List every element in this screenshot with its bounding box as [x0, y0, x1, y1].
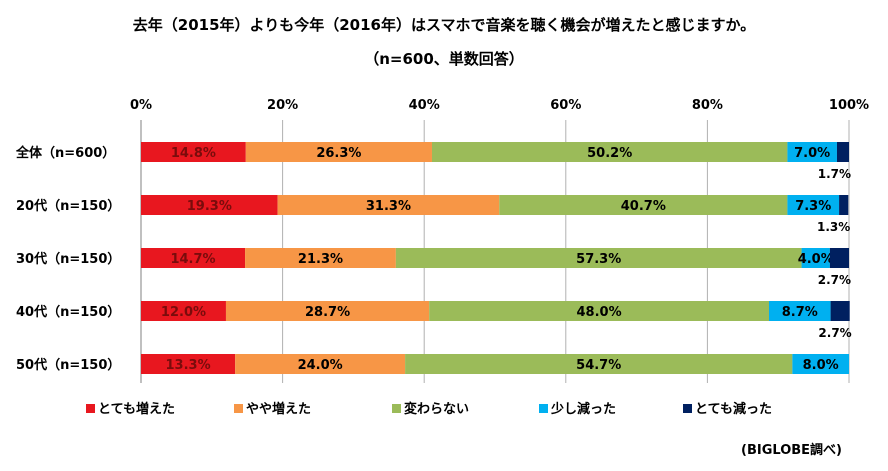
data-label: 28.7%	[305, 305, 350, 320]
source-note: (BIGLOBE調べ)	[741, 443, 842, 458]
bar-segment	[235, 354, 406, 374]
bar-segment	[429, 301, 769, 321]
data-label: 2.7%	[818, 326, 851, 340]
bar-segment	[787, 142, 837, 162]
bar-segment	[499, 195, 788, 215]
category-label: 全体（n=600）	[15, 145, 115, 161]
data-label: 54.7%	[576, 358, 621, 373]
legend-swatch	[683, 404, 692, 413]
legend-label: とても減った	[695, 401, 772, 417]
bar-segment	[245, 248, 396, 268]
bar-segment	[787, 195, 840, 215]
data-label: 40.7%	[621, 199, 666, 214]
data-label: 24.0%	[298, 358, 343, 373]
bar-segment	[245, 142, 432, 162]
data-label: 14.7%	[170, 252, 215, 267]
chart-title: 去年（2015年）よりも今年（2016年）はスマホで音楽を聴く機会が増えたと感じ…	[132, 16, 756, 34]
data-label: 8.0%	[803, 358, 839, 373]
x-tick-label: 80%	[692, 98, 723, 113]
data-label: 1.7%	[818, 167, 851, 181]
bar-segment	[141, 301, 226, 321]
data-label: 19.3%	[187, 199, 232, 214]
bar-segment	[225, 301, 430, 321]
data-label: 1.3%	[817, 220, 850, 234]
data-label: 31.3%	[366, 199, 411, 214]
legend-label: やや増えた	[246, 401, 311, 417]
legend-swatch	[539, 404, 548, 413]
data-label: 14.8%	[171, 146, 216, 161]
data-label: 7.0%	[794, 146, 830, 161]
x-tick-label: 100%	[829, 98, 869, 113]
bar-segment	[431, 142, 788, 162]
legend-label: 少し減った	[550, 401, 616, 417]
category-label: 30代（n=150）	[16, 251, 120, 267]
data-label: 50.2%	[587, 146, 632, 161]
bar-segment	[405, 354, 793, 374]
x-tick-label: 60%	[550, 98, 581, 113]
x-tick-label: 20%	[267, 98, 298, 113]
legend-label: 変わらない	[404, 401, 469, 417]
bar-segment	[141, 248, 246, 268]
legend-swatch	[86, 404, 95, 413]
bar-segment	[141, 195, 278, 215]
bar-segment	[277, 195, 500, 215]
legend-swatch	[392, 404, 401, 413]
category-label: 50代（n=150）	[16, 357, 120, 373]
bar-segment	[792, 354, 849, 374]
category-label: 40代（n=150）	[16, 304, 120, 320]
bar-segment	[830, 301, 850, 321]
bar-segment	[839, 195, 849, 215]
bar-segment	[141, 354, 236, 374]
data-label: 7.3%	[795, 199, 831, 214]
bar-segment	[141, 142, 246, 162]
data-label: 57.3%	[576, 252, 621, 267]
bar-segment	[768, 301, 831, 321]
bar-segment	[836, 142, 849, 162]
x-tick-label: 0%	[130, 98, 152, 113]
data-label: 48.0%	[577, 305, 622, 320]
bar-segment	[395, 248, 802, 268]
data-label: 8.7%	[782, 305, 818, 320]
x-tick-label: 40%	[409, 98, 440, 113]
data-label: 21.3%	[298, 252, 343, 267]
bar-segment	[801, 248, 830, 268]
data-label: 12.0%	[161, 305, 206, 320]
legend-swatch	[234, 404, 243, 413]
bar-segment	[829, 248, 849, 268]
data-label: 13.3%	[166, 358, 211, 373]
data-label: 2.7%	[818, 273, 851, 287]
data-label: 26.3%	[316, 146, 361, 161]
chart-subtitle: （n=600、単数回答）	[364, 50, 524, 68]
category-label: 20代（n=150）	[16, 198, 120, 214]
data-label: 4.0%	[798, 252, 834, 267]
legend-label: とても増えた	[98, 401, 175, 417]
